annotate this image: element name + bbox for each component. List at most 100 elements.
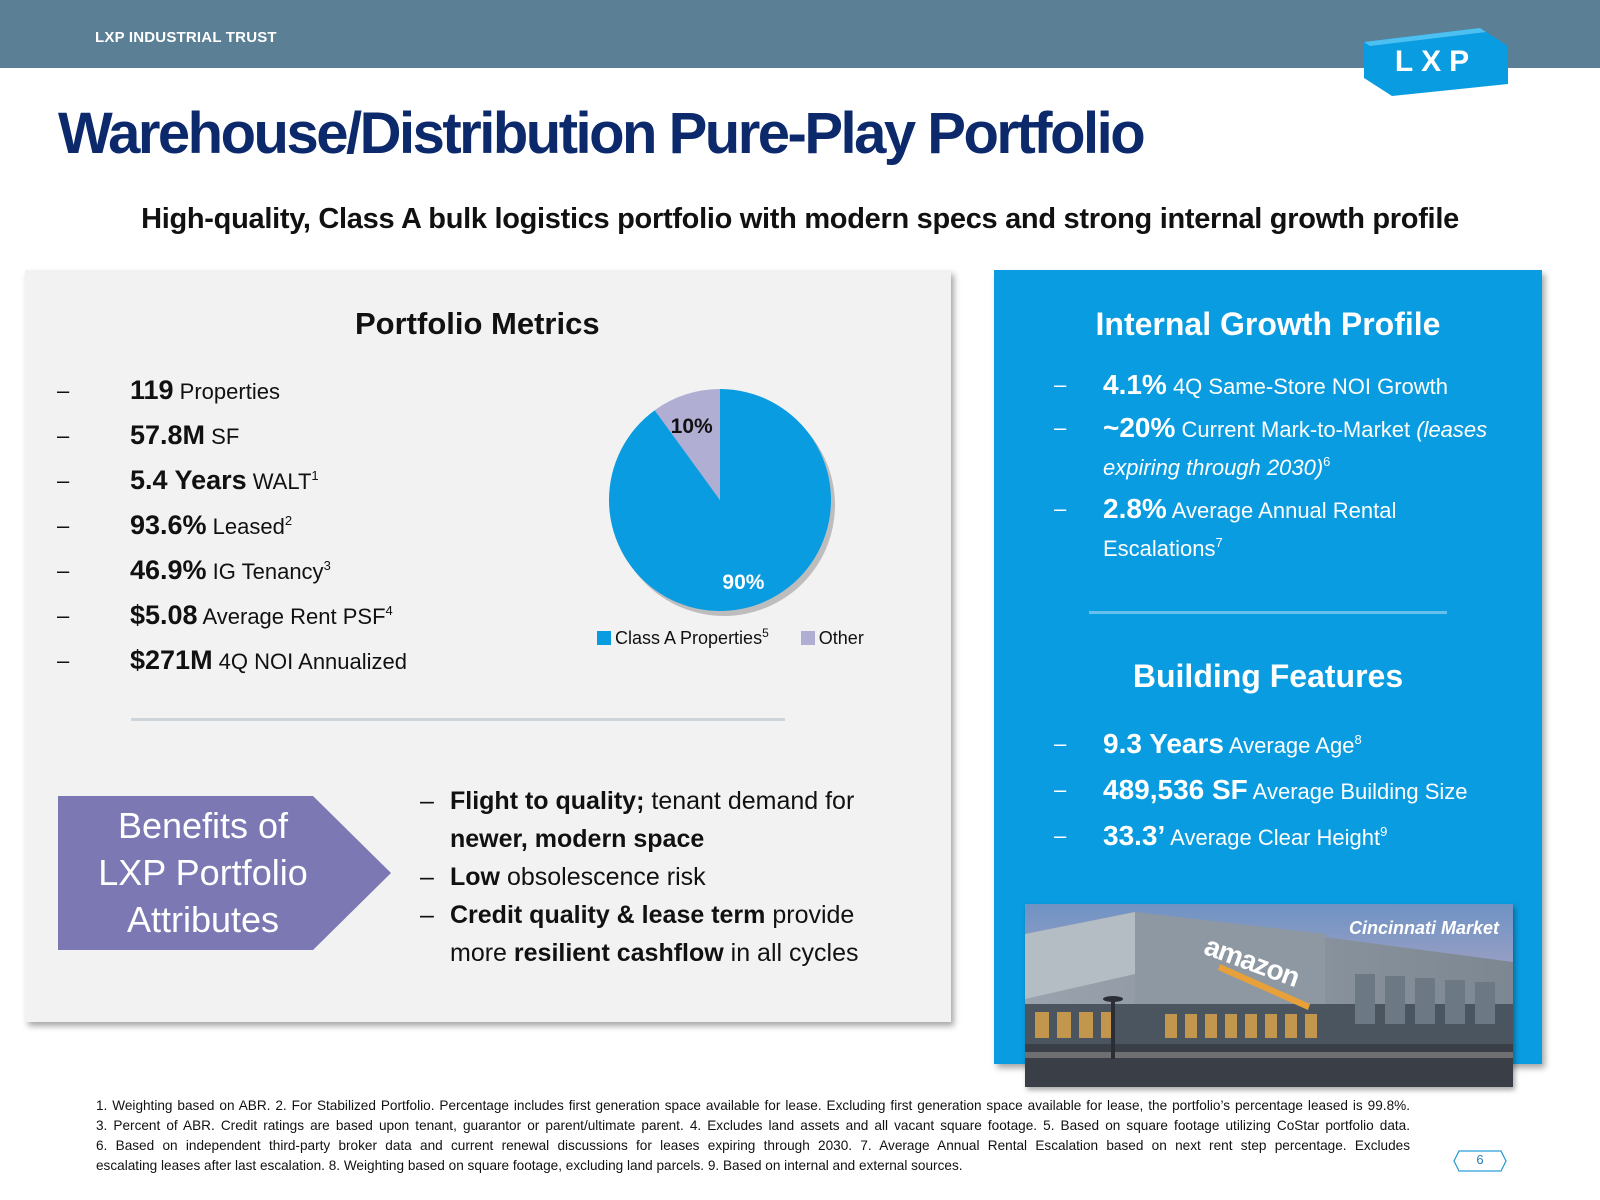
list-dash: –	[57, 603, 70, 628]
metric-item: – 119 Properties	[57, 368, 407, 413]
benefit-item: – Credit quality & lease term provide more…	[420, 896, 858, 972]
benefit-text: tenant demand for	[644, 787, 855, 815]
benefit-text: obsolescence risk	[500, 863, 706, 891]
metric-label: WALT	[246, 469, 312, 494]
pie-slice-other	[654, 389, 720, 500]
footnote-line: 3. Percent of ABR. Credit ratings are ba…	[96, 1118, 1410, 1133]
list-dash: –	[1054, 372, 1067, 397]
list-dash: –	[57, 558, 70, 583]
header-bar: LXP INDUSTRIAL TRUST	[0, 0, 1600, 68]
legend-footnote-ref: 5	[762, 626, 769, 640]
growth-label-italic: (leases	[1416, 417, 1488, 442]
footnote-ref: 3	[323, 558, 331, 573]
building-features-heading: Building Features	[1132, 658, 1404, 694]
legend-swatch-class-a	[597, 631, 611, 645]
metric-item: – 93.6% Leased2	[57, 503, 407, 548]
footnote-ref: 6	[1323, 454, 1331, 469]
feature-label: Average Clear Height	[1165, 825, 1381, 850]
growth-line: Escalations7	[1103, 530, 1487, 568]
list-dash: –	[420, 901, 434, 929]
list-dash: –	[420, 863, 434, 891]
feature-value: 9.3 Years	[1103, 728, 1224, 759]
list-dash: –	[57, 513, 70, 538]
metric-label: IG Tenancy	[206, 559, 324, 584]
benefit-line: more resilient cashflow in all cycles	[450, 934, 858, 972]
feature-item: – 489,536 SF Average Building Size	[1054, 768, 1468, 814]
legend-label-other: Other	[818, 628, 864, 648]
footnote-line: 1. Weighting based on ABR. 2. For Stabil…	[96, 1098, 1410, 1113]
metric-item: – 57.8M SF	[57, 413, 407, 458]
growth-value: 2.8%	[1103, 493, 1167, 524]
growth-item: –2.8% Average Annual Rental Escalations7	[1054, 490, 1487, 568]
feature-item: – 9.3 Years Average Age8	[1054, 722, 1468, 768]
benefit-bold-text: Flight to quality;	[450, 787, 645, 815]
list-dash: –	[1054, 731, 1067, 756]
growth-value: ~20%	[1103, 412, 1176, 443]
page-number: 6	[1476, 1152, 1484, 1167]
list-dash: –	[57, 423, 70, 448]
metric-item: – 46.9% IG Tenancy3	[57, 548, 407, 593]
growth-label: Escalations	[1103, 536, 1216, 561]
legend-swatch-other	[800, 631, 815, 645]
metric-value: 119	[130, 375, 174, 405]
pie-label-other: 10%	[670, 415, 713, 439]
metric-item: – 5.4 Years WALT1	[57, 458, 407, 503]
benefit-item: – Low obsolescence risk	[420, 858, 858, 896]
footnote-ref: 2	[284, 513, 293, 528]
benefits-arrow-label: Benefits of LXP Portfolio Attributes	[58, 796, 391, 950]
metric-label: 4Q NOI Annualized	[212, 649, 408, 674]
growth-label: Current Mark-to-Market	[1175, 417, 1417, 442]
benefit-bold-text: Credit quality & lease term	[450, 901, 766, 929]
growth-item: – 4.1% 4Q Same-Store NOI Growth	[1054, 366, 1487, 406]
list-dash: –	[57, 648, 70, 673]
pie-legend: Class A Properties5 Other	[597, 626, 864, 649]
growth-label: 4Q Same-Store NOI Growth	[1166, 374, 1449, 399]
feature-label: Average Age	[1223, 733, 1355, 758]
growth-label: Average Annual Rental	[1166, 498, 1397, 523]
list-dash: –	[1054, 823, 1067, 848]
footnote-line: 6. Based on independent third-party brok…	[96, 1138, 1410, 1153]
metric-value: $271M	[130, 645, 213, 675]
footnote-ref: 8	[1354, 732, 1362, 747]
growth-label-italic: expiring through 2030)	[1103, 455, 1324, 480]
portfolio-metrics-panel: Portfolio Metrics – 119 Properties – 57.8M …	[25, 270, 951, 1022]
growth-line: 4.1% 4Q Same-Store NOI Growth	[1103, 366, 1487, 406]
brand-name: LXP INDUSTRIAL TRUST	[95, 29, 277, 46]
feature-label: Average Building Size	[1247, 779, 1468, 804]
list-dash: –	[1054, 777, 1067, 802]
growth-line: ~20% Current Mark-to-Market (leases	[1103, 409, 1487, 449]
growth-item: – ~20% Current Mark-to-Market (leases expi…	[1054, 409, 1487, 487]
portfolio-metrics-heading: Portfolio Metrics	[355, 306, 600, 341]
logo-text: LXP	[1394, 45, 1478, 78]
footnote-ref: 7	[1215, 535, 1223, 550]
benefit-line: Flight to quality; tenant demand for	[450, 782, 858, 820]
right-panel-divider	[1089, 611, 1447, 614]
benefit-bold-text: newer, modern space	[450, 825, 705, 853]
cincinnati-warehouse-photo: amazon Cincinnati Market	[1025, 904, 1513, 1087]
list-dash: –	[420, 787, 434, 815]
feature-value: 489,536 SF	[1103, 774, 1248, 805]
legend-label-class-a: Class A Properties	[615, 628, 763, 648]
class-a-pie-chart	[600, 380, 840, 620]
page-number-badge: 6	[1453, 1150, 1507, 1172]
metric-value: 93.6%	[130, 510, 207, 540]
list-dash: –	[1054, 496, 1067, 521]
growth-line: 2.8% Average Annual Rental	[1103, 490, 1487, 530]
metric-label: SF	[205, 424, 240, 449]
growth-value: 4.1%	[1103, 369, 1167, 400]
list-dash: –	[1054, 415, 1067, 440]
benefit-text: more	[450, 939, 514, 967]
footnotes: 1. Weighting based on ABR. 2. For Stabil…	[96, 1096, 1410, 1176]
benefit-item: – Flight to quality; tenant demand for new…	[420, 782, 858, 858]
page-subtitle: High-quality, Class A bulk logistics por…	[141, 203, 1459, 235]
benefit-line: Low obsolescence risk	[450, 858, 858, 896]
benefit-text: provide	[765, 901, 855, 929]
benefit-line: newer, modern space	[450, 820, 858, 858]
metric-item: – $271M 4Q NOI Annualized	[57, 638, 407, 683]
benefit-line: Credit quality & lease term provide	[450, 896, 858, 934]
internal-growth-list: – 4.1% 4Q Same-Store NOI Growth – ~20% Curr…	[1054, 366, 1487, 571]
feature-value: 33.3’	[1103, 820, 1166, 851]
lxp-logo: LXP	[1364, 28, 1508, 96]
metric-item: – $5.08 Average Rent PSF4	[57, 593, 407, 638]
list-dash: –	[57, 468, 70, 493]
